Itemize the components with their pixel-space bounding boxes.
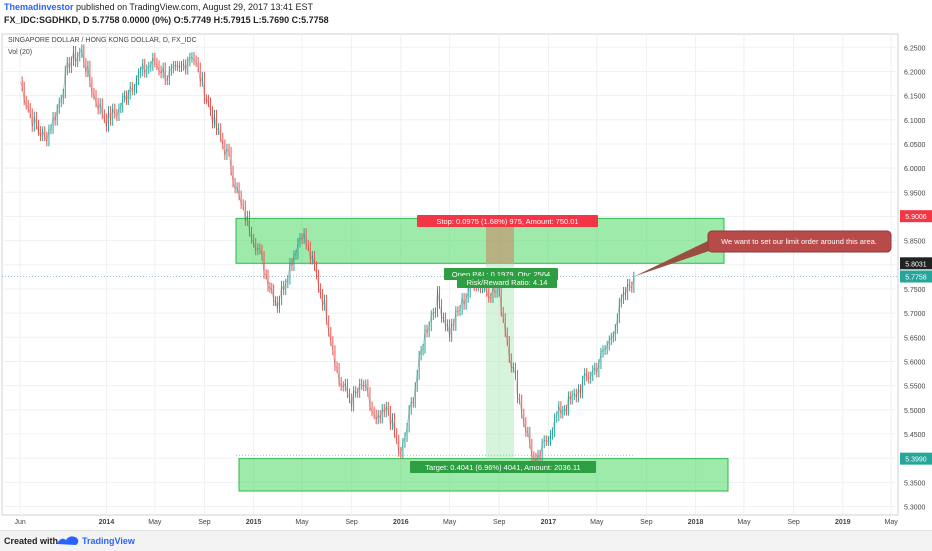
- chart-title: SINGAPORE DOLLAR / HONG KONG DOLLAR, D, …: [8, 37, 197, 44]
- y-tick-label: 5.8500: [904, 239, 926, 246]
- y-tick-label: 5.3500: [904, 480, 926, 487]
- x-tick-label: May: [590, 519, 604, 526]
- target-label: Target: 0.4041 (6.96%) 4041, Amount: 203…: [425, 463, 580, 472]
- author-link[interactable]: Themadinvestor: [4, 2, 74, 12]
- y-tick-label: 6.1500: [904, 94, 926, 101]
- y-tick-label: 5.7500: [904, 287, 926, 294]
- y-tick-label: 5.3000: [904, 505, 926, 512]
- y-tick-label: 5.6000: [904, 359, 926, 366]
- y-tick-label: 5.4500: [904, 432, 926, 439]
- x-tick-label: 2017: [541, 519, 557, 526]
- x-tick-label: Sep: [493, 519, 506, 526]
- indicator-label: Vol (20): [8, 49, 32, 56]
- x-tick-label: May: [737, 519, 751, 526]
- x-tick-label: 2016: [393, 519, 409, 526]
- callout-text: We want to set our limit order around th…: [721, 237, 877, 246]
- y-tick-label: 6.1000: [904, 118, 926, 125]
- x-tick-label: 2014: [99, 519, 115, 526]
- y-tick-label: 6.0000: [904, 166, 926, 173]
- x-tick-label: Sep: [345, 519, 358, 526]
- stop-label: Stop: 0.0975 (1.68%) 975, Amount: 750.01: [436, 217, 578, 226]
- y-tick-label: 6.2500: [904, 45, 926, 52]
- x-tick-label: 2019: [835, 519, 851, 526]
- x-tick-label: Sep: [198, 519, 211, 526]
- y-tick-label: 5.9500: [904, 190, 926, 197]
- ohlc-summary: FX_IDC:SGDHKD, D 5.7758 0.0000 (0%) O:5.…: [4, 15, 329, 25]
- x-tick-label: Jun: [14, 519, 25, 526]
- x-tick-label: May: [148, 519, 162, 526]
- x-tick-label: May: [443, 519, 457, 526]
- x-tick-label: 2018: [688, 519, 704, 526]
- price-chart[interactable]: 6.30006.25006.20006.15006.10006.05006.00…: [0, 28, 932, 530]
- tradingview-logo-icon: [56, 534, 80, 547]
- y-tick-label: 5.5500: [904, 384, 926, 391]
- x-tick-label: Sep: [640, 519, 653, 526]
- price-tag-label: 5.7758: [905, 274, 927, 281]
- y-tick-label: 5.5000: [904, 408, 926, 415]
- created-with-label: Created with: [4, 536, 58, 546]
- x-tick-label: May: [885, 519, 899, 526]
- footer: Created with TradingView: [0, 530, 932, 551]
- y-tick-label: 6.2000: [904, 69, 926, 76]
- publish-date: published on TradingView.com, August 29,…: [76, 2, 313, 12]
- y-tick-label: 5.6500: [904, 335, 926, 342]
- x-tick-label: Sep: [787, 519, 800, 526]
- x-tick-label: 2015: [246, 519, 262, 526]
- tradingview-brand[interactable]: TradingView: [82, 536, 135, 546]
- y-tick-label: 5.7000: [904, 311, 926, 318]
- x-tick-label: May: [295, 519, 309, 526]
- publish-info: Themadinvestor published on TradingView.…: [4, 2, 313, 12]
- price-tag-label: 5.9006: [905, 214, 927, 221]
- price-tag-label: 5.8031: [905, 261, 927, 268]
- price-tag-label: 5.3990: [905, 457, 927, 464]
- y-tick-label: 6.0500: [904, 142, 926, 149]
- risk-reward-label: Risk/Reward Ratio: 4.14: [467, 278, 548, 287]
